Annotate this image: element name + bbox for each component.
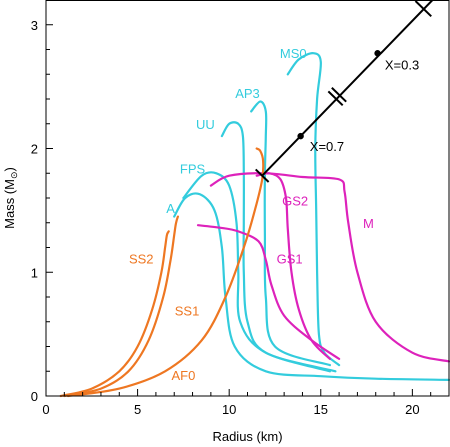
y-tick-label: 3	[31, 18, 38, 33]
annotation-label: X=0.7	[310, 139, 344, 154]
y-tick-label: 2	[31, 142, 38, 157]
x-tick-label: 10	[222, 402, 236, 417]
x-tick-label: 15	[314, 402, 328, 417]
y-tick-label: 0	[31, 389, 38, 404]
annotation-end-cap	[414, 0, 432, 18]
series-label-ap3: AP3	[235, 86, 260, 101]
series-line-fps	[182, 171, 331, 373]
axis-ticks: 0 5 10 15 20 0 1 2 3	[31, 0, 432, 417]
series-labels: MS0 AP3 UU FPS A M GS2 GS1 SS2 SS1 AF0	[129, 46, 374, 383]
series-line-ss2	[59, 230, 170, 398]
series-label-gs1: GS1	[277, 252, 303, 267]
annotation-dot	[297, 132, 304, 140]
x-tick-label: 20	[405, 402, 419, 417]
series-label-gs2: GS2	[282, 193, 308, 208]
series-line-ms0	[286, 52, 341, 367]
annotation-line	[261, 0, 434, 177]
annotation-dot	[374, 50, 381, 57]
series-line-uu	[220, 121, 337, 373]
y-tick-label: 1	[31, 265, 38, 280]
series-label-m: M	[363, 216, 374, 231]
annotation-label: X=0.3	[385, 57, 419, 72]
annotation-double-tick	[331, 87, 347, 103]
series-line-m	[209, 172, 450, 363]
series-line-af0	[66, 147, 265, 398]
causality-line-annotation: X=0.7 X=0.3	[254, 0, 434, 183]
series-line-ss1	[63, 215, 179, 398]
x-axis-title: Radius (km)	[212, 429, 282, 444]
series-label-ss2: SS2	[129, 252, 154, 267]
series-curves	[59, 52, 450, 398]
annotation-double-tick	[327, 90, 344, 106]
series-line-gs1	[196, 224, 341, 360]
series-label-uu: UU	[196, 117, 215, 132]
x-tick-label: 5	[134, 402, 141, 417]
series-label-fps: FPS	[180, 161, 206, 176]
series-label-a: A	[166, 201, 175, 216]
series-label-af0: AF0	[171, 368, 195, 383]
y-axis-title: Mass (M⊙)	[2, 167, 19, 229]
annotation-start-cap	[254, 168, 270, 183]
series-line-gs2	[255, 172, 331, 360]
series-label-ms0: MS0	[280, 46, 307, 61]
series-line-a	[173, 192, 450, 381]
series-label-ss1: SS1	[175, 304, 200, 319]
x-tick-label: 0	[42, 402, 49, 417]
